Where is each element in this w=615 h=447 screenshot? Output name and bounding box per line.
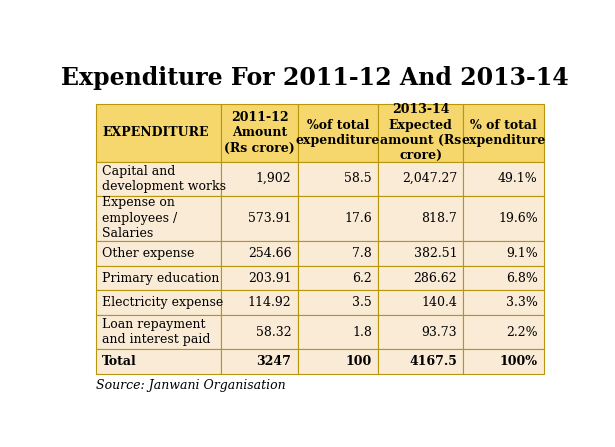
FancyBboxPatch shape: [221, 195, 298, 241]
FancyBboxPatch shape: [378, 349, 463, 374]
Text: 818.7: 818.7: [421, 212, 457, 225]
Text: % of total
expenditure: % of total expenditure: [461, 118, 546, 147]
Text: 19.6%: 19.6%: [498, 212, 538, 225]
FancyBboxPatch shape: [221, 104, 298, 162]
FancyBboxPatch shape: [96, 162, 221, 195]
Text: 114.92: 114.92: [248, 296, 292, 309]
Text: Loan repayment
and interest paid: Loan repayment and interest paid: [102, 318, 210, 346]
FancyBboxPatch shape: [298, 162, 378, 195]
FancyBboxPatch shape: [378, 241, 463, 266]
Text: Electricity expense: Electricity expense: [102, 296, 223, 309]
Text: 58.5: 58.5: [344, 172, 372, 185]
FancyBboxPatch shape: [463, 241, 544, 266]
FancyBboxPatch shape: [221, 349, 298, 374]
FancyBboxPatch shape: [463, 315, 544, 349]
Text: 100%: 100%: [500, 355, 538, 368]
FancyBboxPatch shape: [221, 315, 298, 349]
FancyBboxPatch shape: [298, 291, 378, 315]
FancyBboxPatch shape: [463, 266, 544, 291]
FancyBboxPatch shape: [96, 241, 221, 266]
Text: Source: Janwani Organisation: Source: Janwani Organisation: [96, 379, 285, 392]
FancyBboxPatch shape: [298, 104, 378, 162]
Text: 49.1%: 49.1%: [498, 172, 538, 185]
FancyBboxPatch shape: [96, 266, 221, 291]
Text: 203.91: 203.91: [248, 272, 292, 285]
Text: Primary education: Primary education: [102, 272, 220, 285]
Text: Total: Total: [102, 355, 137, 368]
Text: 2013-14
Expected
amount (Rs
crore): 2013-14 Expected amount (Rs crore): [380, 103, 461, 163]
Text: Other expense: Other expense: [102, 247, 194, 260]
Text: 1.8: 1.8: [352, 325, 372, 339]
FancyBboxPatch shape: [378, 162, 463, 195]
Text: 573.91: 573.91: [248, 212, 292, 225]
FancyBboxPatch shape: [463, 349, 544, 374]
Text: 17.6: 17.6: [344, 212, 372, 225]
Text: 254.66: 254.66: [248, 247, 292, 260]
FancyBboxPatch shape: [463, 291, 544, 315]
Text: 9.1%: 9.1%: [506, 247, 538, 260]
Text: 6.2: 6.2: [352, 272, 372, 285]
FancyBboxPatch shape: [221, 291, 298, 315]
FancyBboxPatch shape: [221, 266, 298, 291]
Text: EXPENDITURE: EXPENDITURE: [102, 126, 208, 139]
Text: Expenditure For 2011-12 And 2013-14: Expenditure For 2011-12 And 2013-14: [62, 66, 569, 90]
Text: 382.51: 382.51: [413, 247, 457, 260]
FancyBboxPatch shape: [96, 349, 221, 374]
Text: 2.2%: 2.2%: [506, 325, 538, 339]
Text: 3.5: 3.5: [352, 296, 372, 309]
FancyBboxPatch shape: [378, 291, 463, 315]
FancyBboxPatch shape: [463, 195, 544, 241]
FancyBboxPatch shape: [298, 266, 378, 291]
Text: 2,047.27: 2,047.27: [402, 172, 457, 185]
Text: 2011-12
Amount
(Rs crore): 2011-12 Amount (Rs crore): [224, 111, 295, 155]
Text: 100: 100: [346, 355, 372, 368]
Text: 4167.5: 4167.5: [409, 355, 457, 368]
FancyBboxPatch shape: [96, 315, 221, 349]
Text: 6.8%: 6.8%: [506, 272, 538, 285]
FancyBboxPatch shape: [298, 349, 378, 374]
FancyBboxPatch shape: [221, 241, 298, 266]
FancyBboxPatch shape: [378, 104, 463, 162]
Text: 286.62: 286.62: [413, 272, 457, 285]
Text: 7.8: 7.8: [352, 247, 372, 260]
Text: 93.73: 93.73: [421, 325, 457, 339]
Text: %of total
expenditure: %of total expenditure: [296, 118, 380, 147]
Text: 1,902: 1,902: [256, 172, 292, 185]
FancyBboxPatch shape: [96, 291, 221, 315]
FancyBboxPatch shape: [96, 195, 221, 241]
FancyBboxPatch shape: [378, 315, 463, 349]
FancyBboxPatch shape: [463, 104, 544, 162]
FancyBboxPatch shape: [378, 266, 463, 291]
FancyBboxPatch shape: [298, 241, 378, 266]
FancyBboxPatch shape: [96, 104, 221, 162]
FancyBboxPatch shape: [298, 315, 378, 349]
FancyBboxPatch shape: [221, 162, 298, 195]
Text: Capital and
development works: Capital and development works: [102, 164, 226, 193]
Text: 3247: 3247: [256, 355, 292, 368]
Text: Expense on
employees /
Salaries: Expense on employees / Salaries: [102, 196, 177, 240]
Text: 140.4: 140.4: [421, 296, 457, 309]
Text: 58.32: 58.32: [256, 325, 292, 339]
FancyBboxPatch shape: [298, 195, 378, 241]
Text: 3.3%: 3.3%: [506, 296, 538, 309]
FancyBboxPatch shape: [378, 195, 463, 241]
FancyBboxPatch shape: [463, 162, 544, 195]
